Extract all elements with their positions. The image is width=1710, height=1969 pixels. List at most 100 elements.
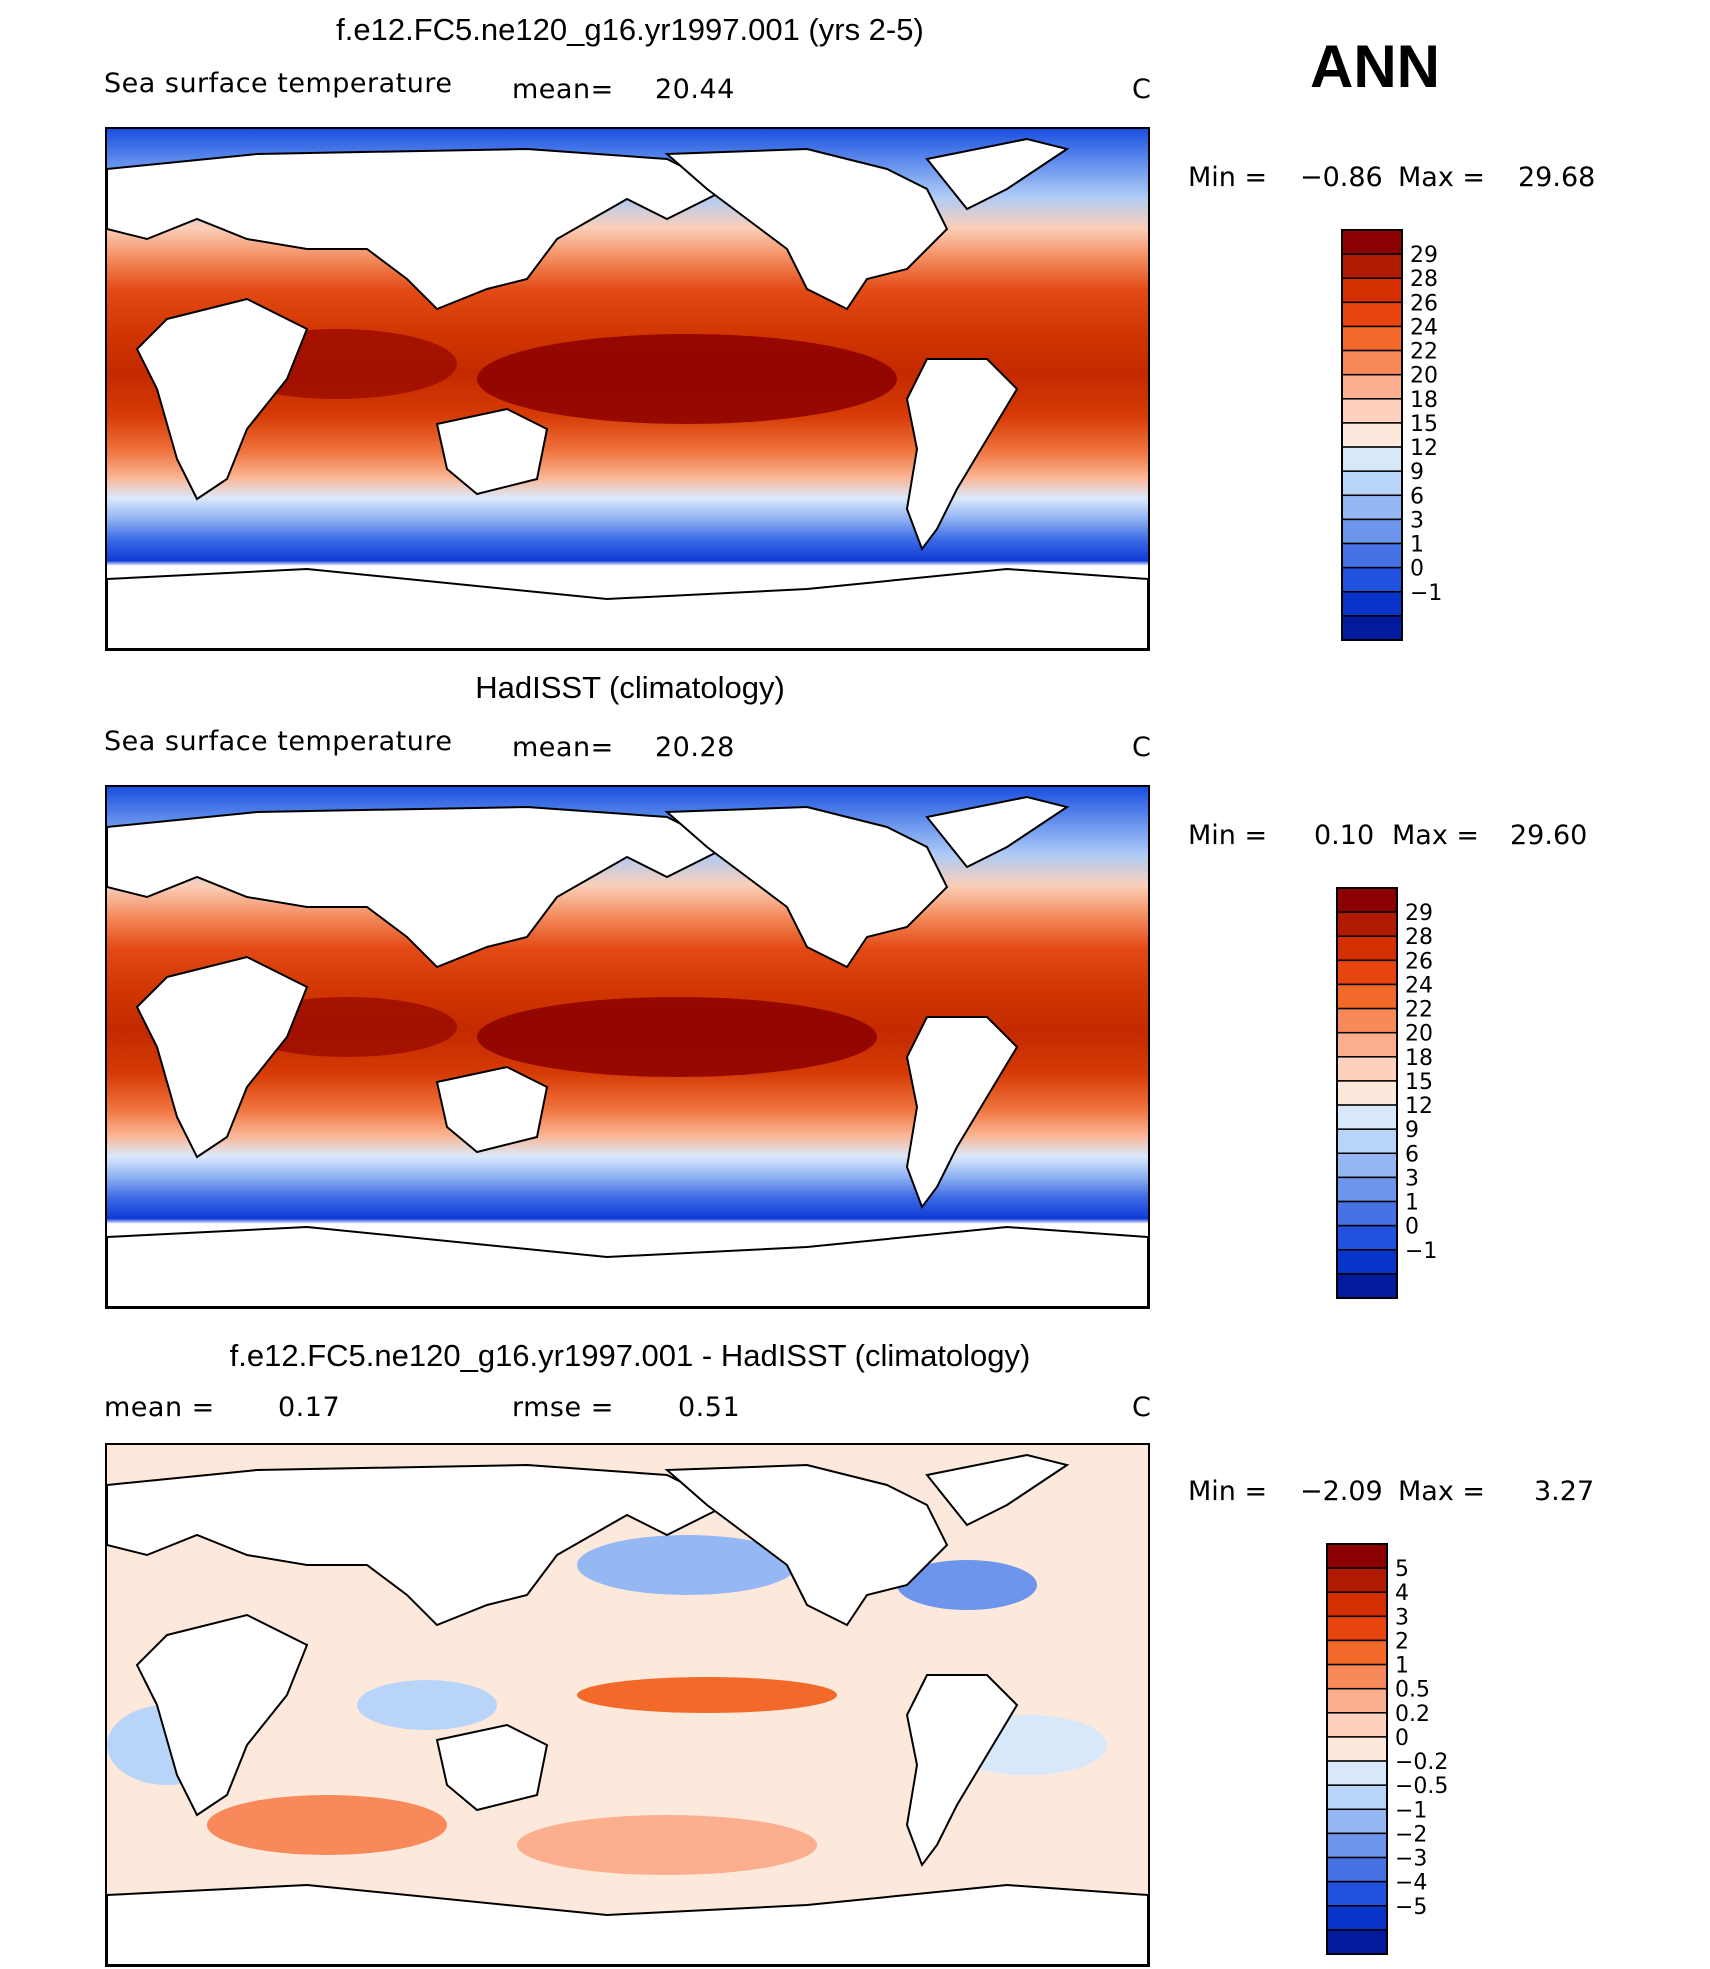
colorbar-swatch — [1336, 1200, 1398, 1227]
colorbar-tick-label: −2 — [1395, 1822, 1427, 1847]
colorbar-swatch — [1326, 1856, 1388, 1883]
colorbar-tick-label: 3 — [1395, 1605, 1409, 1630]
colorbar-tick-label: 24 — [1410, 315, 1438, 340]
colorbar-swatch — [1341, 518, 1403, 545]
colorbar-tick-label: −0.2 — [1395, 1750, 1448, 1775]
colorbar-tick-label: 24 — [1405, 973, 1433, 998]
panel1-title: f.e12.FC5.ne120_g16.yr1997.001 (yrs 2-5) — [336, 12, 924, 47]
colorbar-swatch — [1336, 911, 1398, 937]
colorbar-swatch — [1326, 1591, 1388, 1618]
panel2-title: HadISST (climatology) — [475, 670, 785, 705]
panel3-mean-label: mean = — [104, 1392, 215, 1423]
colorbar-swatch — [1326, 1929, 1388, 1955]
panel1-min-value: −0.86 — [1300, 162, 1383, 193]
panel2-max-label: Max = — [1392, 820, 1480, 851]
colorbar-swatch — [1326, 1639, 1388, 1666]
colorbar-swatch — [1341, 422, 1403, 448]
colorbar-tick-label: 29 — [1405, 901, 1433, 926]
colorbar-tick-label: 28 — [1405, 925, 1433, 950]
panel1-map — [105, 127, 1150, 651]
colorbar-tick-label: 1 — [1405, 1191, 1419, 1216]
colorbar-swatch — [1341, 494, 1403, 521]
colorbar-tick-label: 9 — [1405, 1118, 1419, 1143]
colorbar-swatch — [1326, 1880, 1388, 1907]
colorbar-tick-label: 3 — [1410, 508, 1424, 533]
colorbar-tick-label: 12 — [1410, 436, 1438, 461]
panel2-map — [105, 785, 1150, 1309]
colorbar-tick-label: −0.5 — [1395, 1774, 1448, 1799]
colorbar-swatch — [1336, 1224, 1398, 1251]
colorbar-swatch — [1326, 1543, 1388, 1569]
colorbar-tick-label: −5 — [1395, 1895, 1427, 1920]
colorbar-tick-label: 0 — [1410, 557, 1424, 582]
colorbar-tick-label: 6 — [1405, 1142, 1419, 1167]
colorbar-frame — [1336, 887, 1398, 1299]
colorbar-swatch — [1341, 470, 1403, 497]
colorbar-tick-label: −1 — [1405, 1239, 1437, 1264]
colorbar-swatch — [1341, 591, 1403, 617]
panel1-max-value: 29.68 — [1518, 162, 1596, 193]
panel2-variable: Sea surface temperature — [104, 726, 453, 757]
panel1-mean-value: 20.44 — [655, 74, 735, 105]
colorbar-tick-label: 0 — [1405, 1215, 1419, 1240]
colorbar-swatch — [1326, 1736, 1388, 1762]
colorbar-tick-label: 0.2 — [1395, 1702, 1430, 1727]
colorbar-tick-label: 26 — [1405, 949, 1433, 974]
panel3-rmse-value: 0.51 — [678, 1392, 741, 1423]
colorbar-swatch — [1341, 373, 1403, 400]
colorbar-tick-label: 29 — [1410, 243, 1438, 268]
panel2-mean-label: mean= — [512, 732, 614, 763]
panel3-map — [105, 1443, 1150, 1967]
colorbar-swatch — [1326, 1687, 1388, 1714]
season-label: ANN — [1310, 33, 1440, 100]
panel2-min-value: 0.10 — [1314, 820, 1375, 851]
colorbar-tick-label: −1 — [1395, 1798, 1427, 1823]
colorbar-tick-label: −1 — [1410, 581, 1442, 606]
colorbar-swatch — [1341, 615, 1403, 641]
panel1-warm-pool — [477, 334, 897, 424]
colorbar-swatch — [1326, 1567, 1388, 1593]
panel3-units: C — [1132, 1392, 1152, 1423]
colorbar-swatch — [1336, 887, 1398, 913]
colorbar-swatch — [1326, 1712, 1388, 1738]
colorbar-frame — [1326, 1543, 1388, 1955]
colorbar-swatch — [1336, 1031, 1398, 1058]
panel2-continents — [107, 795, 1148, 1307]
panel2-warm-pool — [477, 997, 877, 1077]
panel1-continents — [107, 137, 1148, 649]
panel1-max-label: Max = — [1398, 162, 1486, 193]
panel3-title: f.e12.FC5.ne120_g16.yr1997.001 - HadISST… — [229, 1338, 1031, 1373]
colorbar-swatch — [1326, 1832, 1388, 1859]
colorbar-swatch — [1326, 1905, 1388, 1931]
colorbar-tick-label: 22 — [1405, 998, 1433, 1023]
colorbar-tick-label: 18 — [1405, 1046, 1433, 1071]
colorbar-swatch — [1326, 1663, 1388, 1690]
colorbar-swatch — [1336, 1056, 1398, 1082]
colorbar-swatch — [1341, 277, 1403, 304]
colorbar-swatch — [1336, 959, 1398, 986]
colorbar-frame — [1341, 229, 1403, 641]
colorbar-tick-label: 20 — [1410, 364, 1438, 389]
colorbar-tick-label: 6 — [1410, 484, 1424, 509]
panel3-min-value: −2.09 — [1300, 1476, 1383, 1507]
colorbar-tick-label: 26 — [1410, 291, 1438, 316]
colorbar-tick-label: 18 — [1410, 388, 1438, 413]
colorbar-swatch — [1336, 1176, 1398, 1203]
colorbar-swatch — [1326, 1615, 1388, 1642]
colorbar-swatch — [1341, 446, 1403, 472]
colorbar-tick-label: 28 — [1410, 267, 1438, 292]
colorbar-tick-label: 5 — [1395, 1557, 1409, 1582]
panel3-colorbar: 5 4 3 2 1 0.5 0.2 0 −0.2 −0.5 −1 −2 −3 −4 −5 — [1325, 1542, 1485, 1956]
colorbar-swatch — [1336, 1273, 1398, 1299]
colorbar-tick-label: 9 — [1410, 460, 1424, 485]
colorbar-swatch — [1326, 1784, 1388, 1811]
colorbar-tick-label: 1 — [1395, 1654, 1409, 1679]
panel2-min-label: Min = — [1188, 820, 1268, 851]
colorbar-swatch — [1341, 542, 1403, 569]
colorbar-tick-label: 1 — [1410, 533, 1424, 558]
panel1-mean-label: mean= — [512, 74, 614, 105]
colorbar-swatch — [1341, 398, 1403, 424]
panel1-colorbar: 29 28 26 24 22 20 18 15 12 9 6 3 1 0 −1 — [1340, 228, 1500, 642]
colorbar-tick-label: 4 — [1395, 1581, 1409, 1606]
colorbar-swatch — [1336, 1080, 1398, 1106]
